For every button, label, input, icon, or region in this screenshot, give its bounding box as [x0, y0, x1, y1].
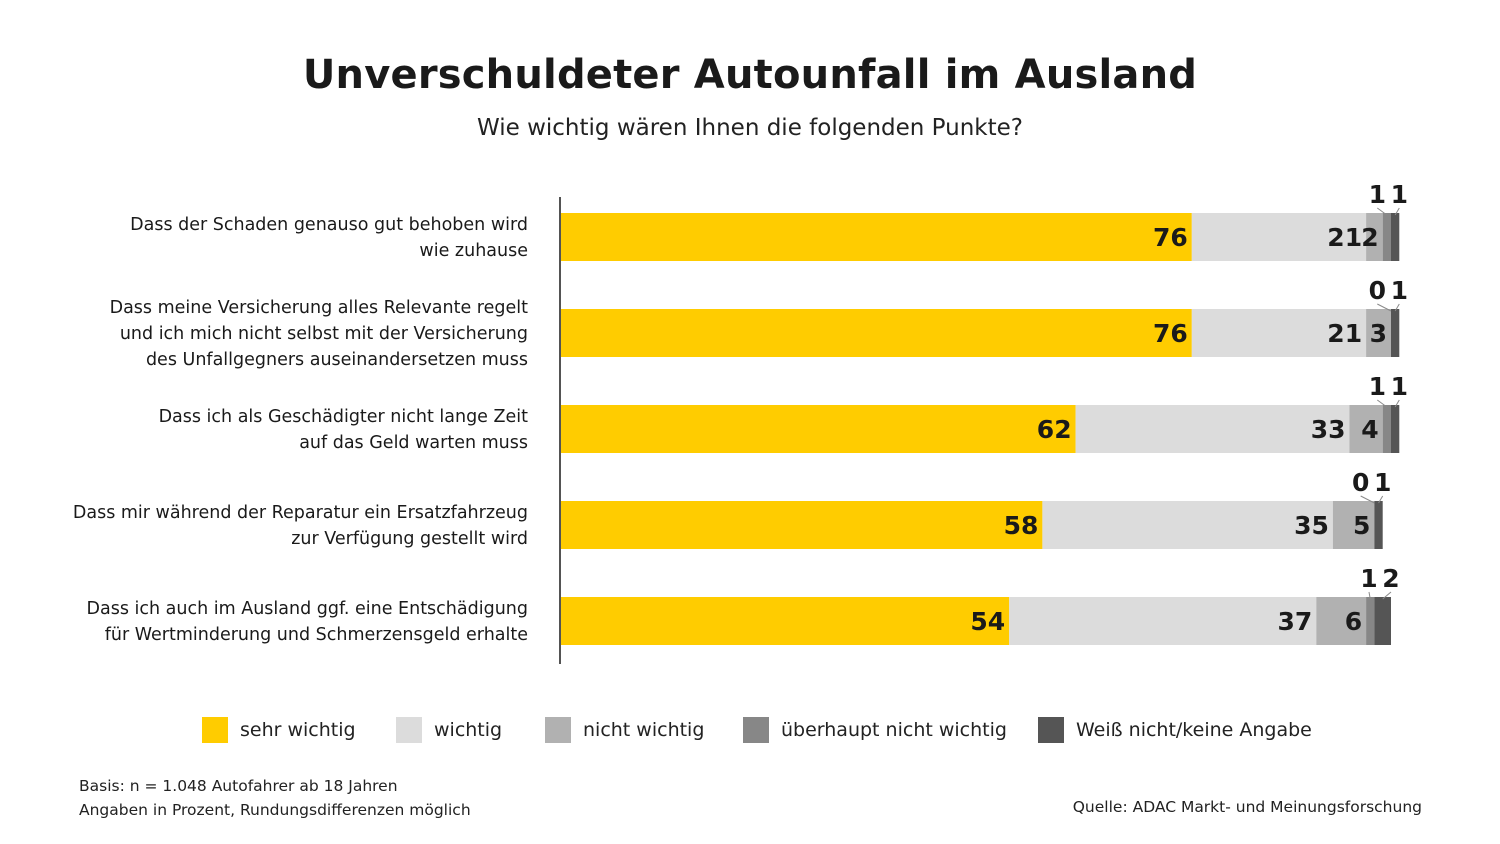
- legend-swatch: [396, 717, 422, 743]
- value-label-small: 0: [1369, 276, 1386, 305]
- legend-label: überhaupt nicht wichtig: [781, 719, 1007, 741]
- bar-ueberhaupt-nicht-wichtig: [1382, 213, 1391, 261]
- value-label-small: 2: [1382, 564, 1399, 593]
- category-label: Dass mir während der Reparatur ein Ersat…: [73, 503, 528, 523]
- footnote-basis: Basis: n = 1.048 Autofahrer ab 18 Jahren: [79, 777, 398, 795]
- chart-subtitle: Wie wichtig wären Ihnen die folgenden Pu…: [477, 115, 1023, 141]
- category-label: Dass der Schaden genauso gut behoben wir…: [130, 215, 528, 235]
- leader-line: [1360, 495, 1375, 504]
- category-labels: Dass der Schaden genauso gut behoben wir…: [73, 215, 528, 645]
- category-label: und ich mich nicht selbst mit der Versic…: [120, 324, 528, 344]
- bar-wichtig: [1042, 501, 1333, 549]
- bar-wichtig: [1191, 213, 1367, 261]
- bar-nicht-wichtig: [1366, 309, 1391, 357]
- bar-nicht-wichtig: [1316, 597, 1367, 645]
- value-label: 21: [1327, 223, 1362, 252]
- value-label-small: 1: [1391, 372, 1408, 401]
- bar-nicht-wichtig: [1349, 405, 1383, 453]
- source-note: Quelle: ADAC Markt- und Meinungsforschun…: [1072, 798, 1422, 816]
- category-label: für Wertminderung und Schmerzensgeld erh…: [105, 625, 528, 645]
- legend-label: wichtig: [434, 719, 503, 741]
- legend-item-ueberhaupt-nicht-wichtig: überhaupt nicht wichtig: [743, 714, 1007, 746]
- value-label: 54: [970, 607, 1005, 636]
- bar-wichtig: [1191, 309, 1367, 357]
- category-label: Dass meine Versicherung alles Relevante …: [110, 298, 529, 318]
- value-label-small: 1: [1369, 372, 1386, 401]
- category-label: wie zuhause: [419, 241, 528, 261]
- bar-weiss-nicht-keine-angabe: [1391, 213, 1400, 261]
- category-label: Dass ich als Geschädigter nicht lange Ze…: [159, 407, 529, 427]
- bar-ueberhaupt-nicht-wichtig: [1366, 597, 1375, 645]
- value-label: 6: [1345, 607, 1362, 636]
- legend-item-wichtig: wichtig: [396, 714, 502, 746]
- legend-label: sehr wichtig: [240, 719, 356, 741]
- footnote-note: Angaben in Prozent, Rundungsdifferenzen …: [79, 801, 471, 819]
- value-label-small: 0: [1352, 468, 1369, 497]
- bar-sehr-wichtig: [561, 309, 1192, 357]
- category-label: Dass ich auch im Ausland ggf. eine Entsc…: [87, 599, 528, 619]
- chart-title: Unverschuldeter Autounfall im Ausland: [302, 52, 1198, 98]
- value-label: 35: [1294, 511, 1329, 540]
- legend-swatch: [1038, 717, 1064, 743]
- legend: sehr wichtig wichtig nicht wichtig überh…: [0, 714, 1500, 746]
- bar-weiss-nicht-keine-angabe: [1391, 405, 1400, 453]
- value-label: 3: [1370, 319, 1387, 348]
- leader-line: [1377, 207, 1388, 216]
- bar-weiss-nicht-keine-angabe: [1374, 501, 1383, 549]
- category-label: zur Verfügung gestellt wird: [291, 529, 528, 549]
- bar-weiss-nicht-keine-angabe: [1374, 597, 1391, 645]
- stacked-bar-chart: Dass der Schaden genauso gut behoben wir…: [73, 180, 1408, 664]
- value-label-small: 1: [1391, 276, 1408, 305]
- value-label-small: 1: [1369, 180, 1386, 209]
- value-label: 5: [1353, 511, 1370, 540]
- value-label-small: 1: [1374, 468, 1391, 497]
- bar-wichtig: [1075, 405, 1350, 453]
- legend-item-sehr-wichtig: sehr wichtig: [202, 714, 356, 746]
- footnote: Basis: n = 1.048 Autofahrer ab 18 Jahren…: [79, 774, 471, 822]
- bars: [561, 213, 1400, 645]
- legend-item-nicht-wichtig: nicht wichtig: [545, 714, 704, 746]
- leader-line: [1382, 591, 1392, 600]
- value-label: 33: [1311, 415, 1346, 444]
- leader-line: [1394, 207, 1400, 216]
- leader-line: [1394, 303, 1400, 312]
- value-label: 2: [1361, 223, 1378, 252]
- value-label: 58: [1004, 511, 1039, 540]
- legend-item-weiss-nicht: Weiß nicht/keine Angabe: [1038, 714, 1312, 746]
- leader-line: [1377, 399, 1388, 408]
- bar-sehr-wichtig: [561, 501, 1043, 549]
- leader-line: [1377, 303, 1392, 312]
- legend-label: nicht wichtig: [583, 719, 705, 741]
- legend-label: Weiß nicht/keine Angabe: [1076, 719, 1312, 741]
- bar-weiss-nicht-keine-angabe: [1391, 309, 1400, 357]
- bar-sehr-wichtig: [561, 597, 1010, 645]
- leader-line: [1368, 591, 1371, 600]
- bar-nicht-wichtig: [1366, 213, 1383, 261]
- bar-sehr-wichtig: [561, 405, 1076, 453]
- value-label: 62: [1037, 415, 1072, 444]
- leader-line: [1394, 399, 1400, 408]
- bar-ueberhaupt-nicht-wichtig: [1382, 405, 1391, 453]
- value-label: 37: [1278, 607, 1313, 636]
- value-label: 21: [1327, 319, 1362, 348]
- value-label-small: 1: [1360, 564, 1377, 593]
- value-labels: 76 21 21 176 21 30 162 33 41 158 35 50 154 37 61 2: [970, 180, 1408, 636]
- bar-sehr-wichtig: [561, 213, 1192, 261]
- legend-swatch: [545, 717, 571, 743]
- value-label-small: 1: [1391, 180, 1408, 209]
- leader-line: [1378, 495, 1384, 504]
- category-label: des Unfallgegners auseinandersetzen muss: [146, 350, 528, 370]
- bar-wichtig: [1009, 597, 1317, 645]
- bar-nicht-wichtig: [1332, 501, 1375, 549]
- legend-swatch: [202, 717, 228, 743]
- value-label: 76: [1153, 223, 1188, 252]
- legend-swatch: [743, 717, 769, 743]
- value-label: 76: [1153, 319, 1188, 348]
- category-label: auf das Geld warten muss: [299, 433, 528, 453]
- value-label: 4: [1361, 415, 1378, 444]
